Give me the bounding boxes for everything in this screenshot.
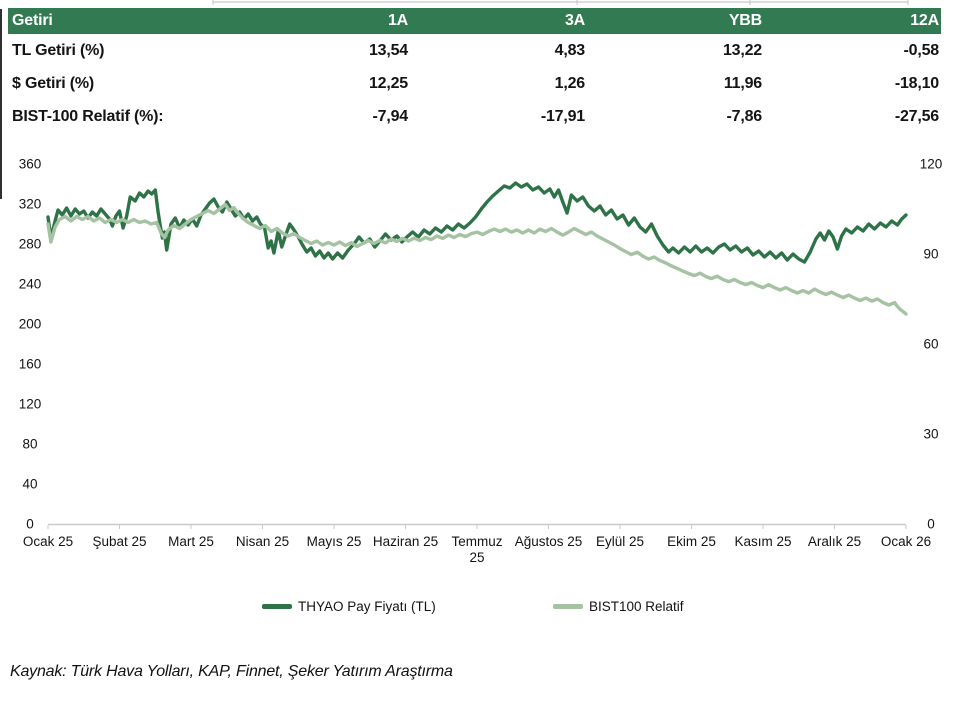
cell-value: -18,10 — [894, 74, 939, 92]
x-axis-label: Eylül 25 — [596, 534, 644, 549]
row-label: TL Getiri (%) — [12, 41, 105, 59]
legend-label-thyao: THYAO Pay Fiyatı (TL) — [298, 599, 436, 614]
cell-value: 1,26 — [554, 74, 586, 92]
x-axis-label: Nisan 25 — [236, 534, 289, 549]
x-axis-label: Kasım 25 — [734, 534, 791, 549]
legend-item-bist: BIST100 Relatif — [553, 599, 684, 614]
y-axis-label-left: 200 — [19, 317, 42, 332]
table-header-ybb: YBB — [728, 12, 762, 29]
y-axis-label-left: 320 — [19, 197, 42, 212]
x-axis-label: Temmuz 25 — [451, 534, 502, 565]
y-axis-label-left: 280 — [19, 237, 42, 252]
x-axis-label: Mayıs 25 — [307, 534, 362, 549]
cell-value: 13,54 — [368, 41, 408, 59]
source-note: Kaynak: Türk Hava Yolları, KAP, Finnet, … — [10, 663, 453, 680]
y-axis-label-right: 120 — [920, 157, 943, 172]
table-row-tl-getiri: TL Getiri (%) 13,54 4,83 13,22 -0,58 — [8, 34, 941, 67]
cell-value: -27,56 — [894, 107, 939, 125]
y-axis-label-left: 80 — [22, 437, 37, 452]
table-row-bist100-relatif: BIST-100 Relatif (%): -7,94 -17,91 -7,86… — [8, 100, 941, 133]
cell-value: 11,96 — [723, 74, 762, 92]
cell-value: 12,25 — [368, 74, 408, 92]
y-axis-label-left: 120 — [19, 397, 42, 412]
bist-line-swatch — [553, 604, 583, 609]
y-axis-label-left: 40 — [22, 477, 37, 492]
y-axis-label-left: 240 — [19, 277, 42, 292]
y-axis-label-left: 360 — [19, 157, 42, 172]
cell-value: -0,58 — [903, 41, 940, 59]
y-axis-label-left: 0 — [26, 517, 34, 532]
returns-table-header: Getiri 1A 3A YBB 12A — [8, 8, 941, 34]
cell-value: 4,83 — [554, 41, 586, 59]
x-axis-label: Ocak 25 — [23, 534, 73, 549]
table-header-getiri: Getiri — [12, 12, 53, 29]
x-axis-label: Ocak 26 — [881, 534, 931, 549]
y-axis-label-right: 0 — [927, 517, 935, 532]
x-axis-label: Şubat 25 — [92, 534, 146, 549]
series-line-bist100-relatif — [46, 202, 908, 316]
cell-value: -7,94 — [372, 107, 409, 125]
returns-table: Getiri 1A 3A YBB 12A TL Getiri (%) 13,54… — [8, 8, 941, 133]
y-axis-label-right: 60 — [923, 337, 938, 352]
series-line-thyao — [46, 181, 908, 264]
cell-value: -17,91 — [540, 107, 585, 125]
left-crop-border — [0, 9, 2, 199]
cell-value: 13,22 — [722, 41, 762, 59]
table-header-1a: 1A — [387, 12, 408, 29]
x-axis-label: Aralık 25 — [808, 534, 861, 549]
row-label: BIST-100 Relatif (%): — [12, 107, 164, 125]
y-axis-label-right: 90 — [923, 247, 938, 262]
y-axis-label-left: 160 — [19, 357, 42, 372]
chart-legend: THYAO Pay Fiyatı (TL) BIST100 Relatif — [0, 599, 960, 621]
table-row-usd-getiri: $ Getiri (%) 12,25 1,26 11,96 -18,10 — [8, 67, 941, 100]
table-header-12a: 12A — [910, 12, 939, 29]
legend-item-thyao: THYAO Pay Fiyatı (TL) — [262, 599, 436, 614]
row-label: $ Getiri (%) — [12, 74, 95, 92]
cell-value: -7,86 — [726, 107, 763, 125]
x-axis-label: Ağustos 25 — [515, 534, 583, 549]
y-axis-label-right: 30 — [923, 427, 938, 442]
table-header-3a: 3A — [564, 12, 585, 29]
x-axis-label: Mart 25 — [168, 534, 214, 549]
x-axis-label: Ekim 25 — [667, 534, 716, 549]
legend-label-bist: BIST100 Relatif — [589, 599, 684, 614]
x-axis-label: Haziran 25 — [373, 534, 438, 549]
thyao-line-swatch — [262, 604, 292, 609]
